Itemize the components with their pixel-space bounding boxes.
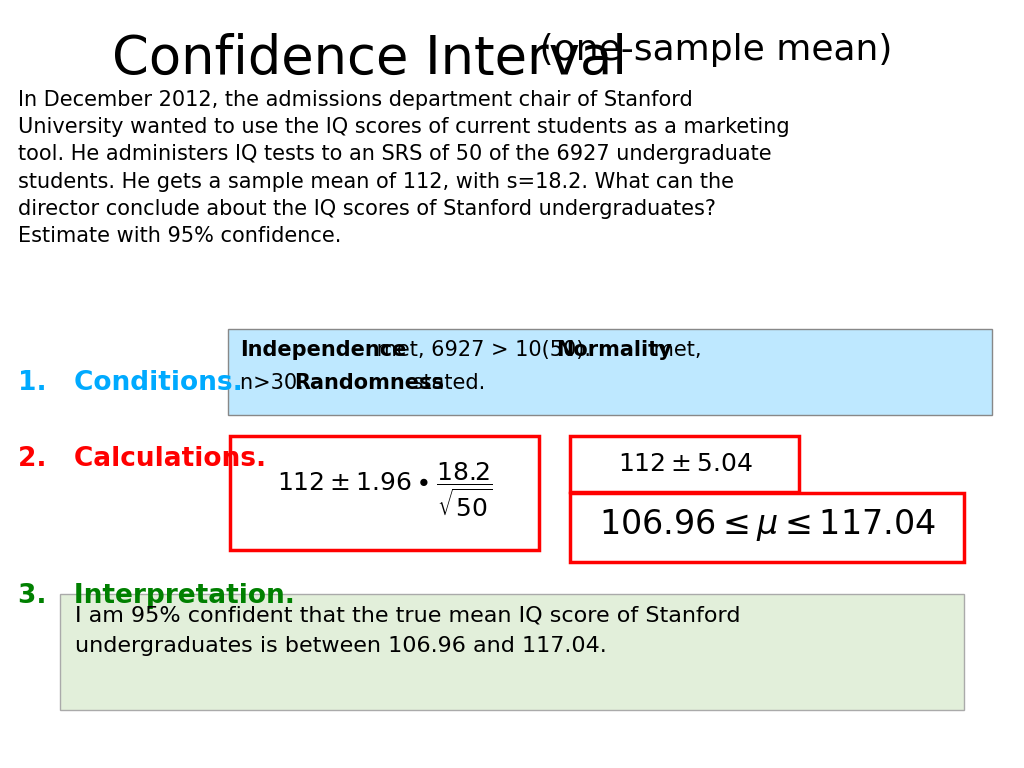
Text: 3.   Interpretation.: 3. Interpretation. bbox=[18, 583, 295, 609]
Text: $106.96 \leq \mu \leq 117.04$: $106.96 \leq \mu \leq 117.04$ bbox=[599, 507, 936, 543]
Text: n>30.: n>30. bbox=[240, 373, 310, 393]
Text: met,: met, bbox=[647, 340, 701, 360]
Text: 1.   Conditions.: 1. Conditions. bbox=[18, 370, 243, 396]
Text: I am 95% confident that the true mean IQ score of Stanford
undergraduates is bet: I am 95% confident that the true mean IQ… bbox=[75, 606, 740, 657]
FancyBboxPatch shape bbox=[570, 436, 799, 492]
Text: Normality: Normality bbox=[556, 340, 672, 360]
FancyBboxPatch shape bbox=[228, 329, 992, 415]
Text: Confidence Interval: Confidence Interval bbox=[113, 33, 628, 85]
Text: Randomness: Randomness bbox=[294, 373, 444, 393]
FancyBboxPatch shape bbox=[570, 493, 964, 562]
Text: (one-sample mean): (one-sample mean) bbox=[527, 33, 892, 67]
Text: Independence: Independence bbox=[240, 340, 407, 360]
Text: stated.: stated. bbox=[406, 373, 485, 393]
Text: met, 6927 > 10(50).: met, 6927 > 10(50). bbox=[370, 340, 598, 360]
Text: $112 \pm 1.96 \bullet \dfrac{18.2}{\sqrt{50}}$: $112 \pm 1.96 \bullet \dfrac{18.2}{\sqrt… bbox=[278, 461, 493, 519]
FancyBboxPatch shape bbox=[230, 436, 539, 550]
Text: 2.   Calculations.: 2. Calculations. bbox=[18, 446, 266, 472]
Text: In December 2012, the admissions department chair of Stanford
University wanted : In December 2012, the admissions departm… bbox=[18, 90, 790, 246]
FancyBboxPatch shape bbox=[60, 594, 964, 710]
Text: $112 \pm 5.04$: $112 \pm 5.04$ bbox=[617, 452, 753, 476]
